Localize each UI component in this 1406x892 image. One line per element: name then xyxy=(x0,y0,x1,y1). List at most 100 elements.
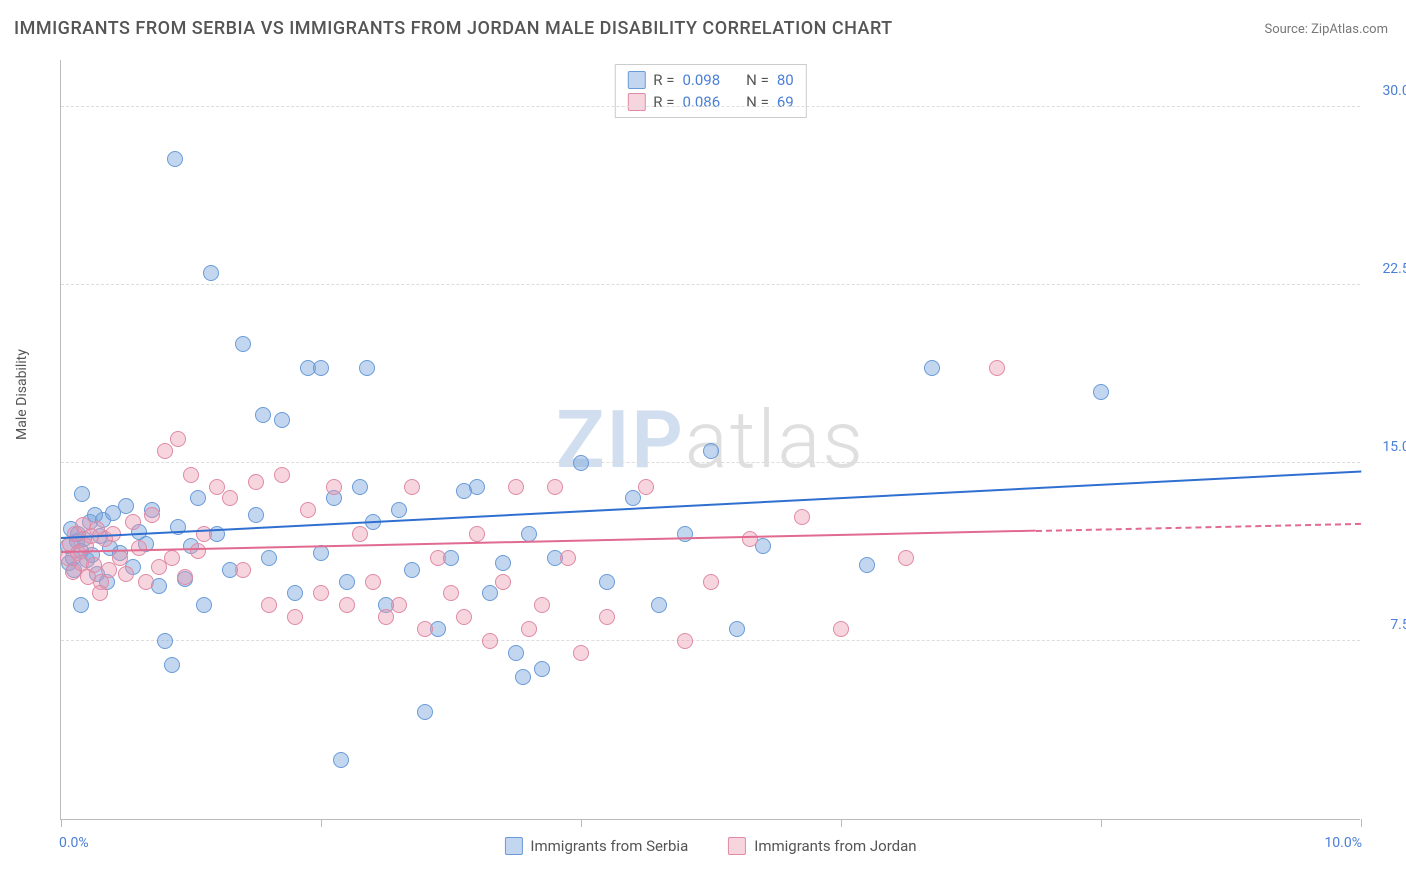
legend-n-label: N = xyxy=(746,71,769,89)
data-point xyxy=(625,490,641,506)
x-tick xyxy=(1101,819,1102,827)
x-tick xyxy=(321,819,322,827)
watermark-atlas: atlas xyxy=(685,393,865,487)
data-point xyxy=(359,360,375,376)
source-label: Source: ZipAtlas.com xyxy=(1264,22,1388,37)
data-point xyxy=(651,597,667,613)
data-point xyxy=(144,507,160,523)
data-point xyxy=(164,550,180,566)
x-tick-label: 0.0% xyxy=(59,835,89,851)
data-point xyxy=(417,621,433,637)
data-point xyxy=(125,514,141,530)
watermark: ZIPatlas xyxy=(556,393,865,487)
x-tick xyxy=(841,819,842,827)
data-point xyxy=(73,597,89,613)
data-point xyxy=(339,597,355,613)
legend-item-serbia: Immigrants from Serbia xyxy=(504,837,688,855)
data-point xyxy=(534,597,550,613)
y-axis-label: Male Disability xyxy=(14,349,30,440)
data-point xyxy=(287,585,303,601)
data-point xyxy=(235,562,251,578)
legend-r-label: R = xyxy=(653,93,674,111)
legend-swatch-serbia xyxy=(627,71,645,89)
data-point xyxy=(495,574,511,590)
data-point xyxy=(515,669,531,685)
data-point xyxy=(365,574,381,590)
data-point xyxy=(391,502,407,518)
data-point xyxy=(261,597,277,613)
chart-title: IMMIGRANTS FROM SERBIA VS IMMIGRANTS FRO… xyxy=(14,18,893,39)
legend-swatch-jordan xyxy=(728,837,746,855)
source-name: ZipAtlas.com xyxy=(1311,22,1388,37)
legend-label-serbia: Immigrants from Serbia xyxy=(530,837,688,855)
data-point xyxy=(547,479,563,495)
data-point xyxy=(255,407,271,423)
watermark-zip: ZIP xyxy=(556,393,685,487)
data-point xyxy=(573,455,589,471)
x-tick xyxy=(1361,819,1362,827)
data-point xyxy=(742,531,758,547)
legend-n-label: N = xyxy=(746,93,769,111)
data-point xyxy=(573,645,589,661)
data-point xyxy=(391,597,407,613)
x-tick xyxy=(61,819,62,827)
data-point xyxy=(235,336,251,352)
legend-label-jordan: Immigrants from Jordan xyxy=(754,837,916,855)
data-point xyxy=(521,621,537,637)
x-tick xyxy=(581,819,582,827)
data-point xyxy=(794,509,810,525)
legend-swatch-serbia xyxy=(504,837,522,855)
data-point xyxy=(118,566,134,582)
data-point xyxy=(469,479,485,495)
data-point xyxy=(482,633,498,649)
data-point xyxy=(729,621,745,637)
data-point xyxy=(112,550,128,566)
data-point xyxy=(430,550,446,566)
data-point xyxy=(313,360,329,376)
data-point xyxy=(404,562,420,578)
data-point xyxy=(534,661,550,677)
data-point xyxy=(190,490,206,506)
data-point xyxy=(560,550,576,566)
data-point xyxy=(333,752,349,768)
data-point xyxy=(177,569,193,585)
data-point xyxy=(248,474,264,490)
data-point xyxy=(157,633,173,649)
legend-correlation: R = 0.098 N = 80 R = 0.086 N = 69 xyxy=(614,64,806,118)
data-point xyxy=(222,490,238,506)
data-point xyxy=(677,526,693,542)
data-point xyxy=(508,479,524,495)
data-point xyxy=(352,526,368,542)
data-point xyxy=(404,479,420,495)
data-point xyxy=(190,543,206,559)
data-point xyxy=(261,550,277,566)
data-point xyxy=(638,479,654,495)
legend-r-value-jordan: 0.086 xyxy=(682,93,720,111)
data-point xyxy=(703,574,719,590)
data-point xyxy=(170,431,186,447)
y-tick-label: 7.5% xyxy=(1365,617,1406,633)
legend-n-value-jordan: 69 xyxy=(777,93,794,111)
legend-r-value-serbia: 0.098 xyxy=(682,71,720,89)
data-point xyxy=(482,585,498,601)
data-point xyxy=(989,360,1005,376)
data-point xyxy=(118,498,134,514)
legend-row-jordan: R = 0.086 N = 69 xyxy=(627,91,793,113)
data-point xyxy=(833,621,849,637)
data-point xyxy=(209,479,225,495)
data-point xyxy=(313,585,329,601)
gridline-h xyxy=(61,462,1360,463)
data-point xyxy=(521,526,537,542)
legend-n-value-serbia: 80 xyxy=(777,71,794,89)
data-point xyxy=(326,479,342,495)
data-point xyxy=(138,574,154,590)
data-point xyxy=(274,412,290,428)
source-prefix: Source: xyxy=(1264,22,1311,37)
data-point xyxy=(378,609,394,625)
data-point xyxy=(443,585,459,601)
data-point xyxy=(183,467,199,483)
legend-series: Immigrants from Serbia Immigrants from J… xyxy=(504,837,916,855)
data-point xyxy=(196,597,212,613)
gridline-h xyxy=(61,106,1360,107)
data-point xyxy=(508,645,524,661)
